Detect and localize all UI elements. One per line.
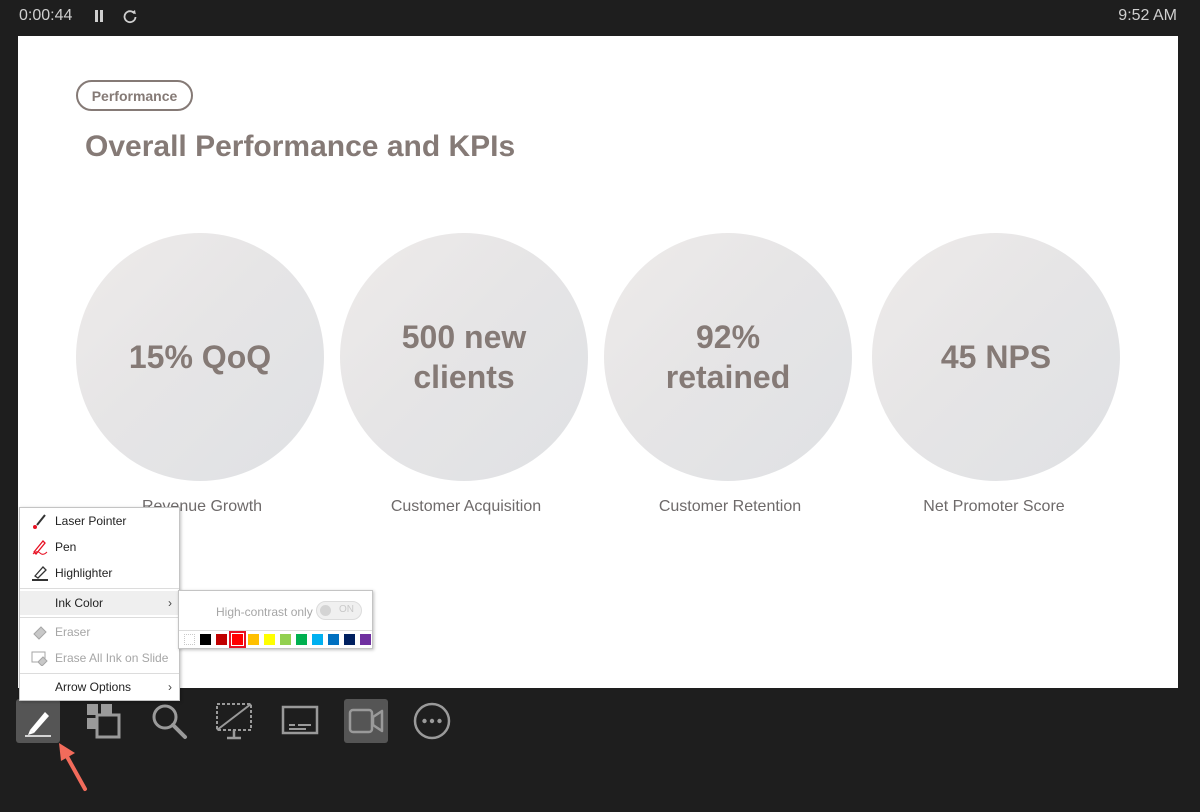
zoom-button[interactable] (147, 699, 191, 743)
annotation-arrow-icon (59, 743, 87, 791)
camera-icon (348, 708, 384, 734)
high-contrast-label: High-contrast only (216, 605, 313, 619)
zoom-icon (152, 704, 187, 739)
pause-icon[interactable] (94, 10, 104, 23)
highlighter-icon (31, 565, 49, 581)
color-swatch[interactable] (216, 634, 227, 645)
color-swatch[interactable] (344, 634, 355, 645)
chevron-right-icon: › (168, 680, 172, 694)
kpi-value: 15% QoQ (128, 339, 272, 375)
menu-item-eraser[interactable]: Eraser (20, 620, 179, 644)
pen-icon (25, 712, 51, 737)
toggle-state: ON (339, 604, 354, 615)
menu-item-pen[interactable]: Pen (20, 535, 179, 559)
slide[interactable]: Performance Overall Performance and KPIs… (18, 36, 1178, 688)
more-icon (413, 702, 451, 740)
kpi-value: 45 NPS (940, 339, 1052, 375)
kpi-label: Net Promoter Score (923, 498, 1065, 515)
kpi-label: Customer Retention (658, 498, 802, 515)
kpi-value: 500 new clients (401, 319, 527, 395)
presentation-timer: 0:00:44 (19, 7, 73, 24)
color-swatch[interactable] (229, 631, 246, 648)
menu-divider (20, 673, 179, 674)
see-all-slides-button[interactable] (81, 699, 125, 743)
slides-grid-icon (87, 704, 121, 739)
color-swatch[interactable] (280, 634, 291, 645)
color-swatch[interactable] (296, 634, 307, 645)
kpi-circle-revenue: 15% QoQ (76, 233, 324, 481)
color-swatch[interactable] (312, 634, 323, 645)
pen-context-menu: Laser Pointer Pen Highlighter Ink Color … (19, 507, 180, 701)
eraser-icon (31, 624, 49, 640)
color-swatch[interactable] (248, 634, 259, 645)
laser-pointer-icon (31, 513, 49, 529)
black-screen-button[interactable] (212, 699, 256, 743)
subtitles-icon (281, 705, 319, 735)
menu-item-laser-pointer[interactable]: Laser Pointer (20, 509, 179, 533)
pen-icon (31, 539, 49, 555)
kpi-circle-nps: 45 NPS (872, 233, 1120, 481)
section-tag: Performance (76, 80, 193, 111)
subtitles-button[interactable] (278, 699, 322, 743)
menu-divider (20, 588, 179, 589)
more-options-button[interactable] (410, 699, 454, 743)
restart-icon[interactable] (122, 8, 138, 24)
menu-divider (20, 617, 179, 618)
black-screen-icon (216, 703, 252, 740)
kpi-circle-retention: 92% retained (604, 233, 852, 481)
kpi-label: Customer Acquisition (390, 498, 542, 515)
swatch-none[interactable] (184, 634, 195, 645)
color-swatch[interactable] (264, 634, 275, 645)
menu-item-erase-all[interactable]: Erase All Ink on Slide (20, 646, 179, 670)
color-swatch[interactable] (200, 634, 211, 645)
color-swatch[interactable] (360, 634, 371, 645)
toggle-knob (320, 605, 331, 616)
menu-item-highlighter[interactable]: Highlighter (20, 561, 179, 585)
ink-color-submenu: High-contrast only ON (178, 590, 373, 649)
color-swatch[interactable] (328, 634, 339, 645)
erase-all-icon (31, 650, 49, 667)
kpi-value: 92% retained (665, 319, 791, 395)
menu-item-ink-color[interactable]: Ink Color › (20, 591, 179, 615)
clock: 9:52 AM (1118, 7, 1177, 24)
kpi-circle-acquisition: 500 new clients (340, 233, 588, 481)
chevron-right-icon: › (168, 596, 172, 610)
pen-tool-button[interactable] (16, 699, 60, 743)
submenu-divider (179, 630, 372, 631)
menu-item-arrow-options[interactable]: Arrow Options › (55, 680, 172, 694)
camera-button[interactable] (344, 699, 388, 743)
slide-title: Overall Performance and KPIs (85, 130, 516, 163)
high-contrast-toggle[interactable]: ON (316, 601, 362, 620)
